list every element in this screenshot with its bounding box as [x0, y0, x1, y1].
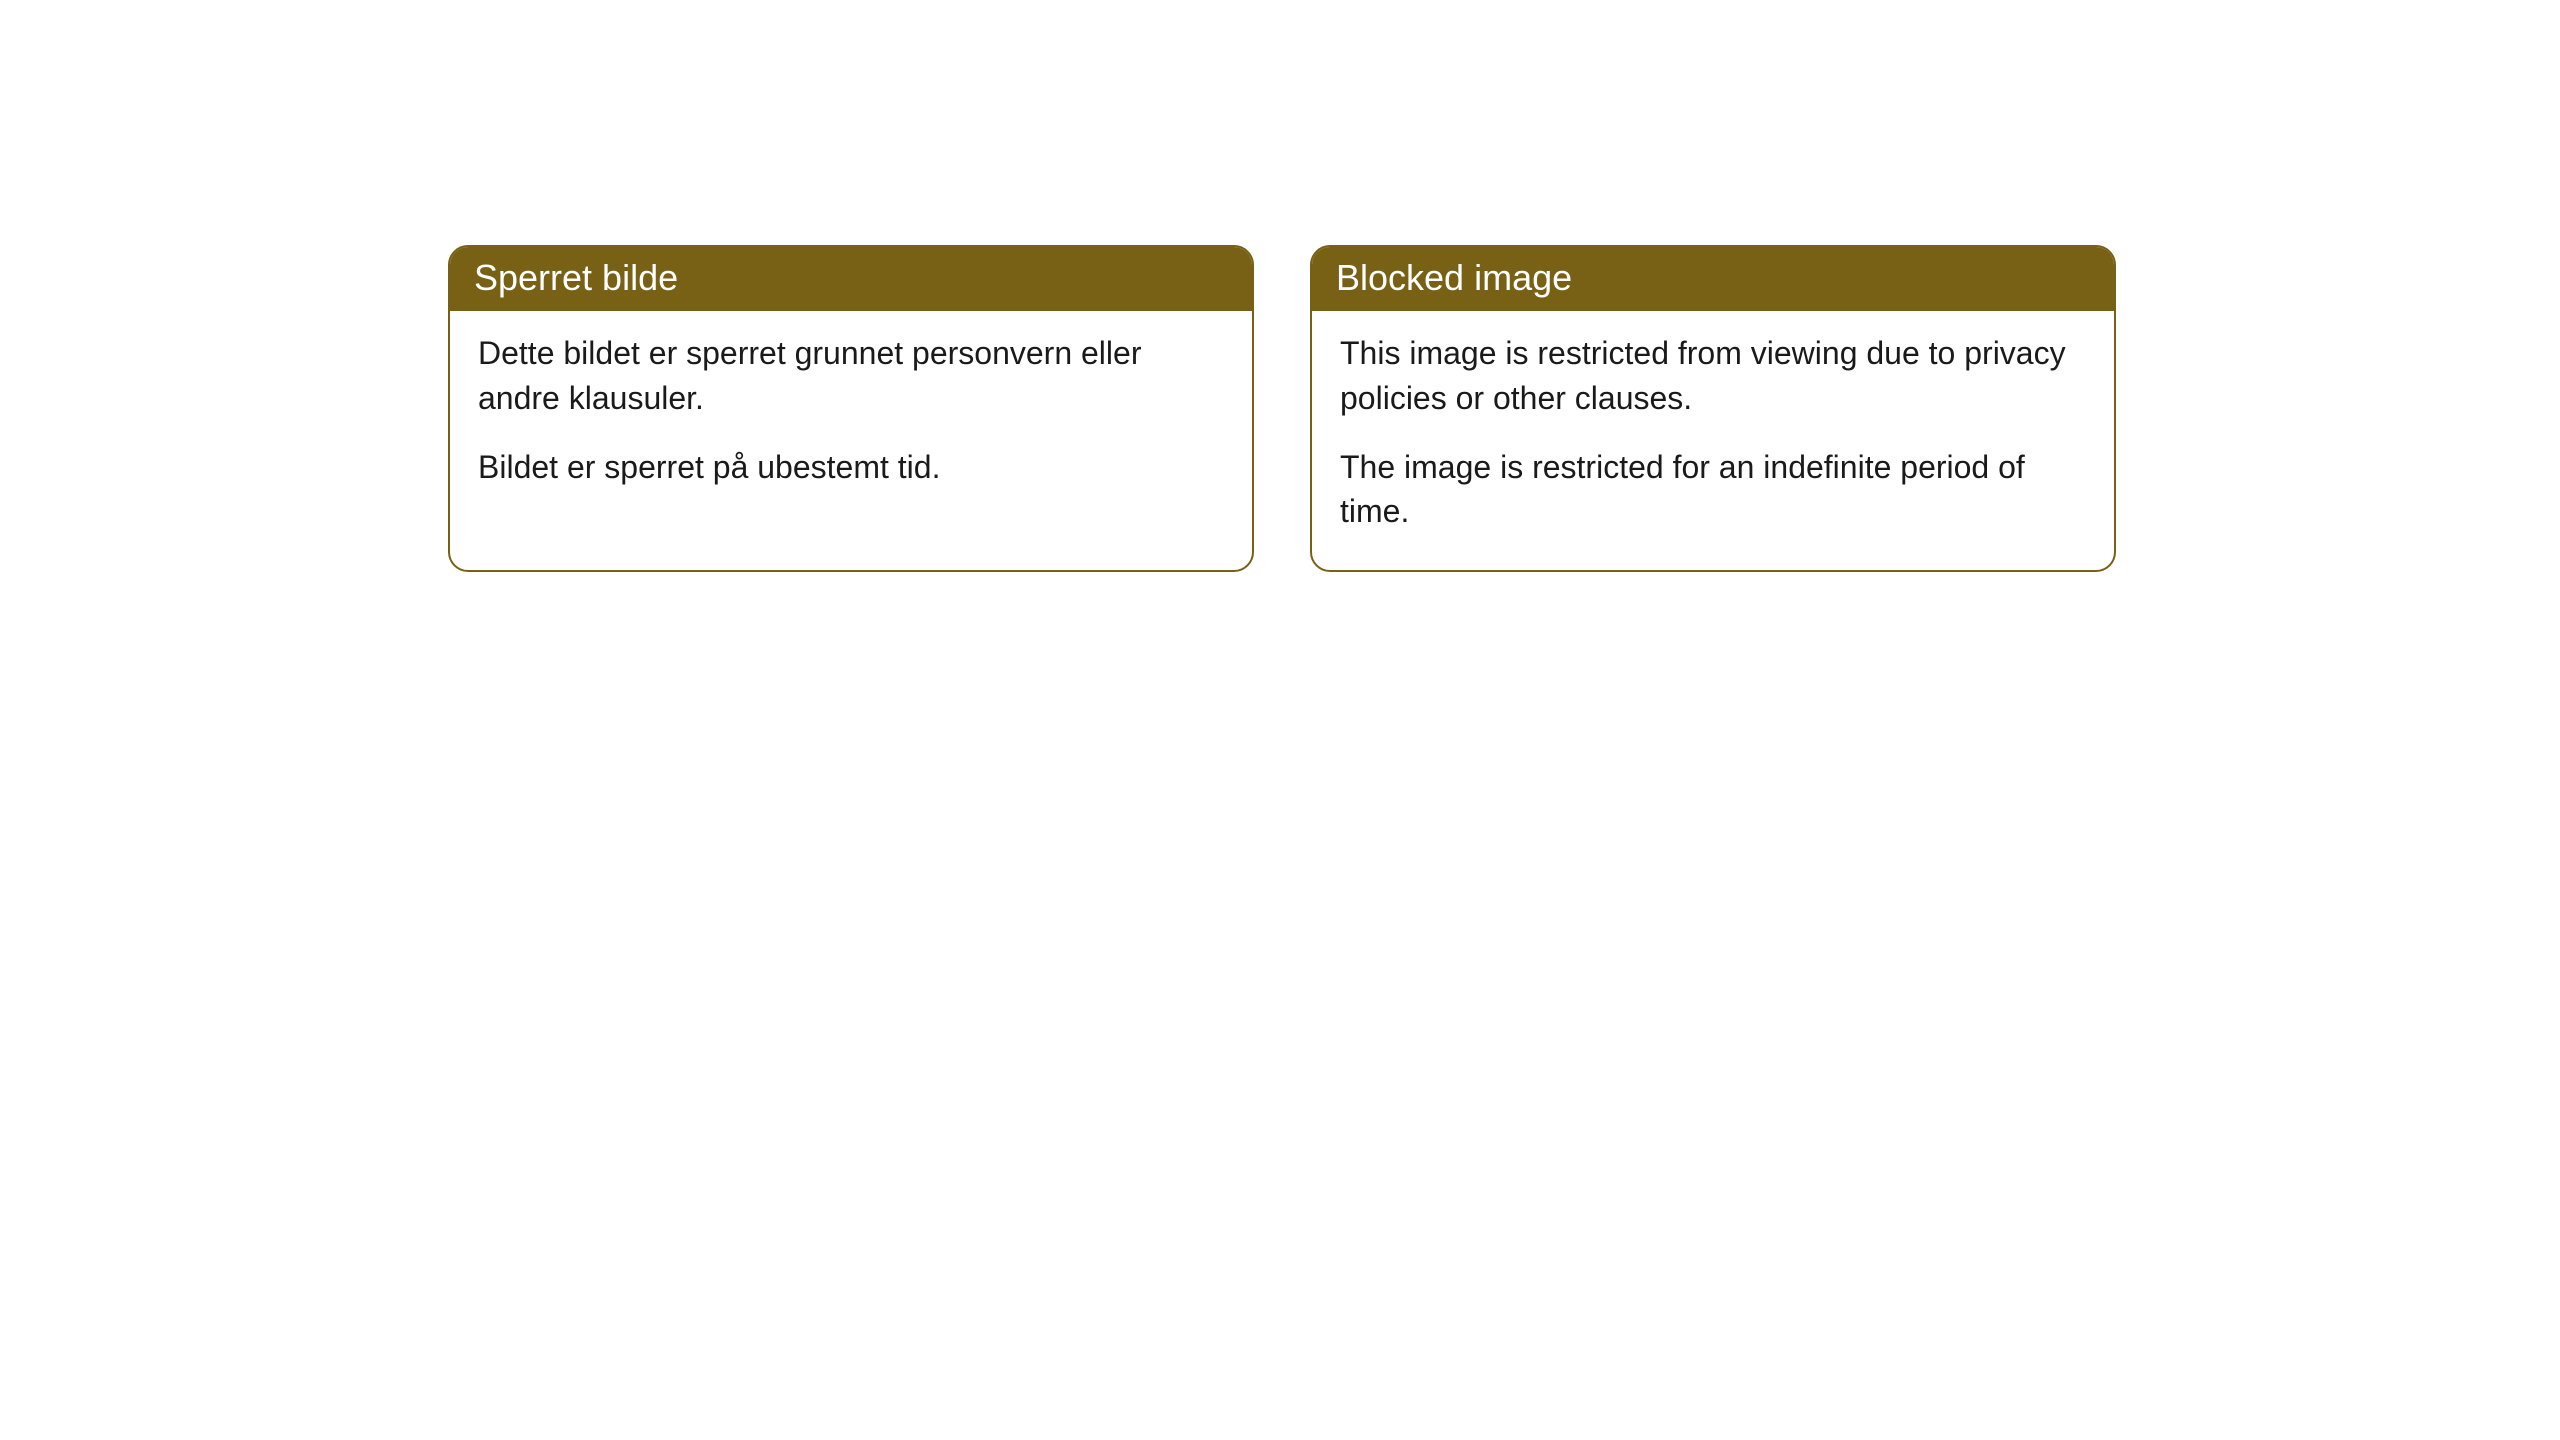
notice-container: Sperret bilde Dette bildet er sperret gr…	[448, 245, 2116, 572]
notice-paragraph: Dette bildet er sperret grunnet personve…	[478, 331, 1224, 421]
notice-card-english: Blocked image This image is restricted f…	[1310, 245, 2116, 572]
notice-header: Sperret bilde	[450, 247, 1252, 311]
notice-paragraph: Bildet er sperret på ubestemt tid.	[478, 445, 1224, 490]
notice-paragraph: This image is restricted from viewing du…	[1340, 331, 2086, 421]
notice-paragraph: The image is restricted for an indefinit…	[1340, 445, 2086, 535]
notice-header: Blocked image	[1312, 247, 2114, 311]
notice-body: Dette bildet er sperret grunnet personve…	[450, 311, 1252, 525]
notice-card-norwegian: Sperret bilde Dette bildet er sperret gr…	[448, 245, 1254, 572]
notice-body: This image is restricted from viewing du…	[1312, 311, 2114, 570]
